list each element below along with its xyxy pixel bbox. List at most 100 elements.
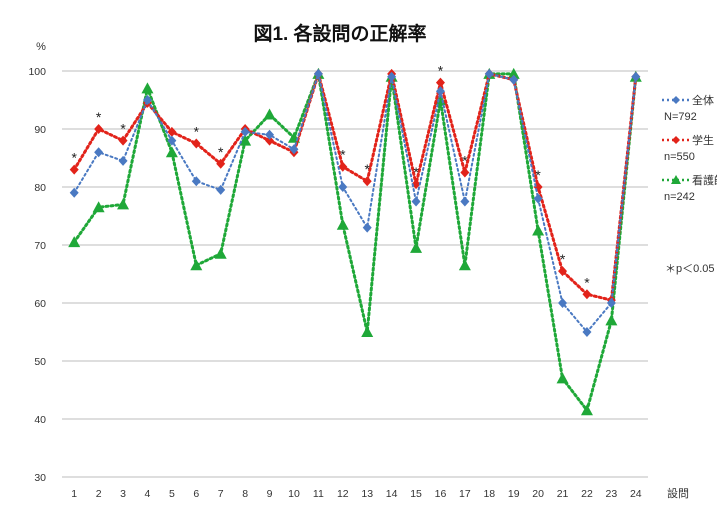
- data-point: [458, 259, 471, 271]
- data-point: [94, 124, 104, 134]
- data-point: [165, 146, 178, 158]
- data-point: [387, 71, 397, 82]
- x-tick-label: 15: [410, 488, 422, 500]
- data-point: [605, 314, 618, 326]
- gridlines: [62, 70, 648, 478]
- data-point: [556, 372, 569, 384]
- data-point: [216, 184, 226, 195]
- legend-n: n=550: [664, 151, 695, 163]
- significance-star: *: [71, 150, 77, 166]
- x-tick-label: 20: [532, 488, 544, 500]
- legend-n: N=792: [664, 111, 697, 123]
- data-point: [263, 108, 276, 120]
- series-line: [73, 70, 637, 334]
- series-0: [69, 68, 641, 337]
- x-tick-label: 11: [313, 488, 324, 500]
- x-tick-label: 12: [337, 488, 349, 500]
- series-line: [72, 68, 638, 414]
- data-point: [361, 326, 374, 337]
- x-tick-label: 22: [581, 488, 593, 500]
- data-point: [69, 187, 79, 198]
- significance-markers: * * * * * * * * * * * * *: [71, 63, 590, 291]
- data-point: [190, 259, 203, 271]
- data-point: [411, 196, 421, 207]
- data-point: [289, 144, 299, 155]
- data-point: [313, 68, 323, 79]
- y-axis-unit: %: [36, 41, 46, 53]
- x-tick-label: 16: [435, 488, 447, 500]
- legend-marker: [672, 136, 680, 144]
- data-point: [240, 126, 250, 137]
- data-point: [410, 241, 423, 253]
- significance-star: *: [218, 144, 224, 160]
- series-line: [72, 68, 638, 302]
- y-tick-label: 60: [34, 298, 46, 310]
- significance-star: *: [584, 274, 590, 290]
- significance-star: *: [340, 147, 346, 163]
- legend-marker: [671, 175, 681, 184]
- x-tick-label: 2: [96, 488, 102, 500]
- x-tick-label: 21: [557, 488, 569, 500]
- data-point: [92, 201, 105, 213]
- legend-marker: [672, 96, 680, 104]
- legend-item-1: 学生 n=550: [662, 133, 714, 163]
- data-point: [141, 82, 154, 94]
- data-point: [167, 135, 177, 146]
- data-point: [435, 77, 445, 88]
- significance-star: *: [364, 161, 370, 177]
- data-point: [142, 95, 152, 105]
- x-tick-label: 7: [218, 488, 224, 500]
- legend-name: 学生: [692, 133, 714, 147]
- x-tick-label: 13: [361, 488, 373, 500]
- data-point: [460, 196, 470, 207]
- significance-star: *: [462, 153, 468, 169]
- x-tick-label: 6: [193, 488, 199, 500]
- data-point: [191, 138, 201, 149]
- x-tick-label: 9: [267, 488, 273, 500]
- significance-star: *: [535, 167, 541, 183]
- data-point: [216, 158, 226, 169]
- x-axis-label: 設問: [667, 486, 689, 500]
- y-tick-label: 90: [34, 124, 46, 136]
- legend-name: 全体: [692, 93, 714, 107]
- data-point: [214, 247, 227, 259]
- data-point: [191, 176, 201, 187]
- significance-star: *: [194, 124, 200, 140]
- legend-item-2: 看護師 n=242: [662, 173, 717, 203]
- data-point: [117, 198, 130, 210]
- x-tick-label: 24: [630, 488, 642, 500]
- data-point: [69, 164, 79, 175]
- data-point: [533, 193, 543, 204]
- x-tick-label: 17: [459, 488, 471, 500]
- data-point: [94, 147, 104, 158]
- data-point: [435, 86, 445, 97]
- x-tick-label: 3: [120, 488, 126, 500]
- data-point: [118, 155, 128, 166]
- significance-note: ＊p＜0.05: [665, 263, 715, 275]
- chart-title: 図1. 各設問の正解率: [253, 22, 426, 45]
- data-point: [532, 224, 545, 236]
- x-tick-label: 1: [71, 488, 77, 500]
- significance-star: *: [438, 63, 444, 79]
- data-point: [118, 135, 128, 146]
- x-tick-label: 4: [145, 488, 151, 500]
- y-axis-ticks: 30 40 50 60 70 80 90 100: [28, 66, 46, 484]
- data-point: [606, 298, 616, 308]
- data-point: [460, 167, 470, 178]
- x-tick-label: 8: [242, 488, 248, 500]
- data-point: [338, 161, 348, 172]
- significance-star: *: [120, 121, 126, 137]
- series-2: [68, 67, 642, 416]
- legend-name: 看護師: [692, 173, 717, 187]
- y-tick-label: 40: [34, 414, 46, 426]
- y-tick-label: 30: [34, 472, 46, 484]
- data-point: [265, 129, 275, 140]
- legend-item-0: 全体 N=792: [662, 93, 714, 123]
- data-point: [336, 218, 349, 230]
- y-tick-label: 70: [34, 240, 46, 252]
- x-tick-label: 10: [288, 488, 300, 500]
- data-point: [68, 236, 81, 248]
- x-tick-label: 14: [386, 488, 398, 500]
- data-point: [507, 67, 520, 79]
